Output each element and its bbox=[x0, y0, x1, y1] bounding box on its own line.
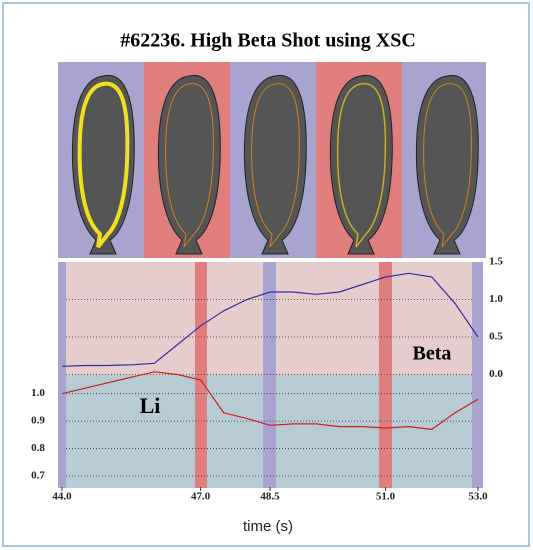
shape-panels bbox=[58, 62, 486, 258]
x-axis-label: time (s) bbox=[243, 518, 293, 535]
y2-tick-label: 0.0 bbox=[489, 368, 503, 380]
y2-tick-label: 0.5 bbox=[489, 331, 503, 343]
y-tick-label: 0.9 bbox=[31, 415, 45, 427]
x-tick-label: 47.0 bbox=[191, 491, 211, 503]
y-tick-label: 0.7 bbox=[31, 470, 45, 482]
series-label: Li bbox=[140, 393, 161, 418]
y-tick-label: 0.8 bbox=[31, 442, 45, 454]
series-label: Beta bbox=[413, 343, 452, 365]
x-tick-label: 44.0 bbox=[52, 491, 72, 503]
x-tick-label: 53.0 bbox=[468, 491, 488, 503]
y2-tick-label: 1.5 bbox=[489, 256, 503, 268]
x-tick-label: 48.5 bbox=[260, 491, 280, 503]
chart-title: #62236. High Beta Shot using XSC bbox=[120, 30, 416, 52]
x-tick-label: 51.0 bbox=[376, 491, 396, 503]
series-line bbox=[61, 272, 479, 367]
time-bands bbox=[58, 262, 483, 488]
y2-tick-label: 1.0 bbox=[489, 293, 503, 305]
series-line bbox=[61, 371, 479, 431]
y-tick-label: 1.0 bbox=[31, 387, 45, 399]
